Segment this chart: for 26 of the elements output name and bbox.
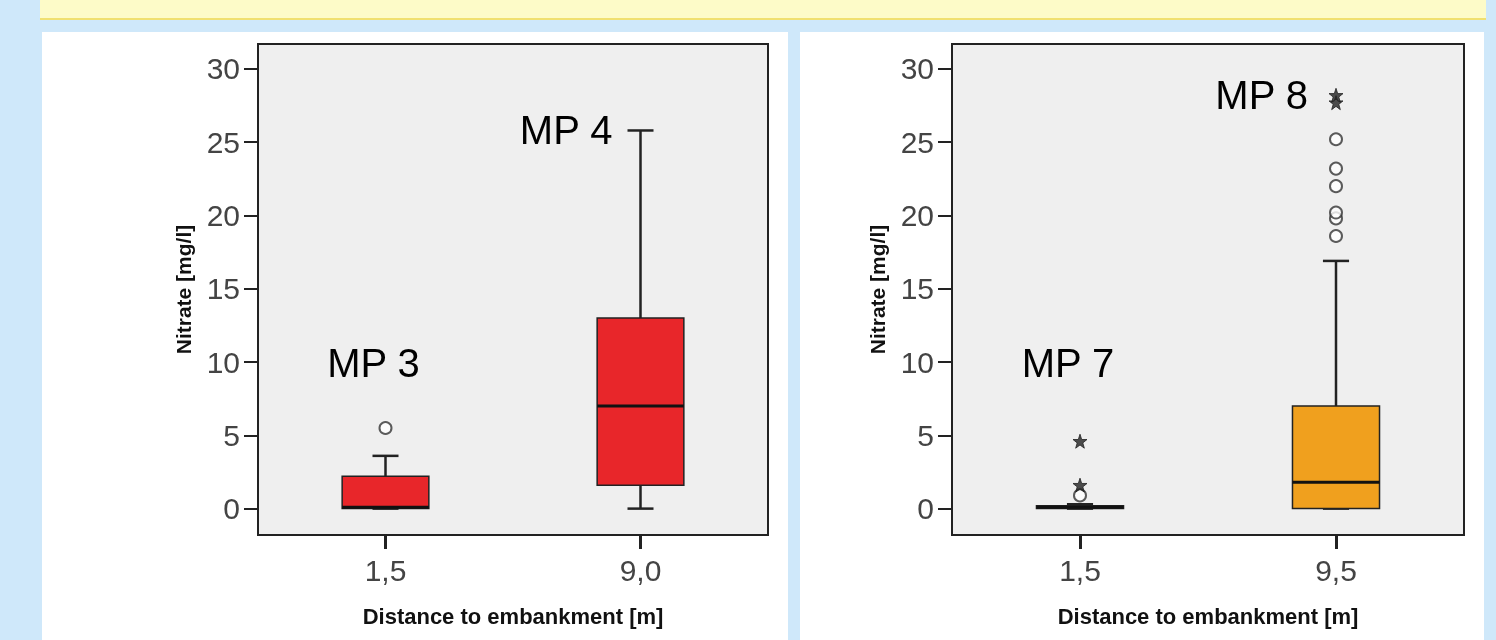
y-tick-label: 25 — [900, 125, 934, 159]
x-tick-label: 1,5 — [364, 553, 407, 587]
y-axis-title: Nitrate [mg/l] — [866, 224, 889, 355]
y-tick-label: 20 — [206, 198, 240, 232]
annotation: MP 4 — [519, 108, 613, 153]
y-tick-label: 25 — [206, 125, 240, 159]
y-tick-label: 15 — [900, 272, 934, 306]
y-tick-label: 0 — [917, 492, 934, 526]
y-tick-label: 15 — [206, 272, 240, 306]
x-tick-label: 9,0 — [619, 553, 662, 587]
x-tick-label: 1,5 — [1059, 553, 1101, 587]
y-tick-label: 5 — [917, 418, 934, 452]
y-tick-label: 10 — [206, 345, 240, 379]
annotation: MP 8 — [1215, 73, 1308, 118]
x-axis-title: Distance to embankment [m] — [362, 603, 664, 629]
y-tick-label: 30 — [900, 52, 934, 86]
y-tick-label: 30 — [206, 52, 240, 86]
y-tick-label: 5 — [223, 418, 240, 452]
annotation: MP 3 — [327, 341, 420, 386]
x-tick-label: 9,5 — [1315, 553, 1357, 587]
y-tick-label: 20 — [900, 198, 934, 232]
x-axis-title: Distance to embankment [m] — [1057, 603, 1359, 629]
y-tick-label: 0 — [223, 492, 240, 526]
annotation: MP 7 — [1021, 341, 1115, 386]
y-axis-title: Nitrate [mg/l] — [172, 224, 195, 355]
y-tick-label: 10 — [900, 345, 934, 379]
